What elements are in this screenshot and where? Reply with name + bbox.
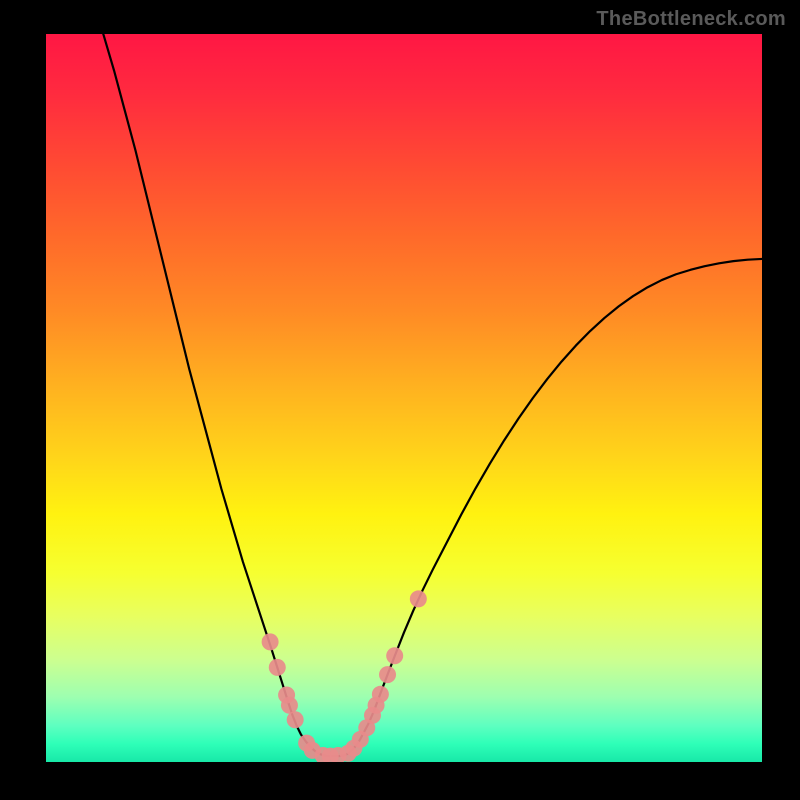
- watermark-text: TheBottleneck.com: [596, 8, 786, 31]
- bottleneck-chart: [46, 34, 762, 762]
- chart-plot-area: [46, 34, 762, 762]
